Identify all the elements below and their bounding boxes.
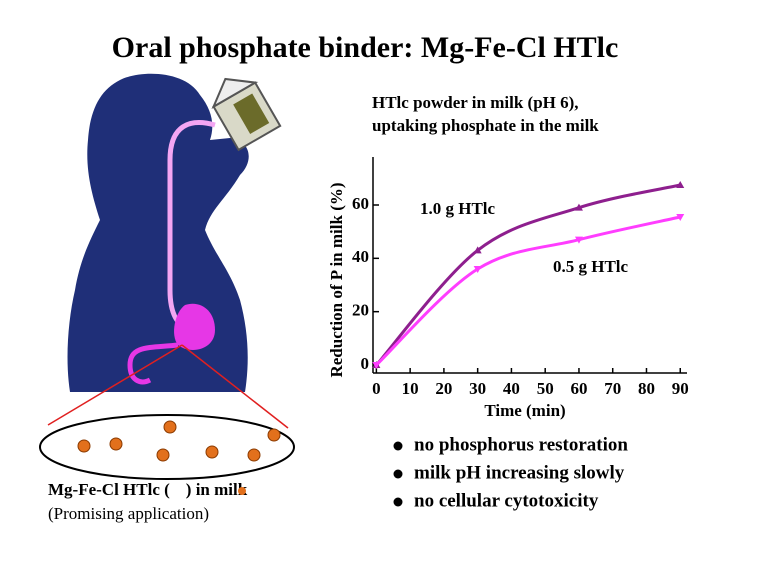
bullet-text: no cellular cytotoxicity	[414, 490, 599, 511]
caption-note: (Promising application)	[48, 504, 209, 523]
data-point	[676, 214, 685, 221]
data-point	[574, 203, 583, 211]
caption-icon	[238, 487, 246, 495]
x-tick-label: 50	[537, 379, 554, 398]
y-axis-label: Reduction of P in milk (%)	[327, 182, 346, 377]
illustration	[39, 73, 295, 480]
bullet-dot	[393, 497, 403, 507]
bullet-dot	[393, 469, 403, 479]
x-tick-label: 60	[570, 379, 587, 398]
caption-part: ) in milk	[186, 480, 248, 499]
bullet-text: no phosphorus restoration	[414, 434, 628, 455]
series-line	[375, 215, 681, 367]
x-tick-label: 0	[372, 379, 381, 398]
series-label: 0.5 g HTlc	[553, 257, 629, 276]
x-tick-label: 10	[402, 379, 419, 398]
milk-ellipse	[39, 414, 295, 480]
y-tick-label: 20	[352, 301, 369, 320]
x-tick-label: 20	[435, 379, 452, 398]
milk-carton	[211, 77, 282, 152]
stomach	[174, 303, 215, 350]
bullet-text: milk pH increasing slowly	[414, 462, 625, 483]
x-tick-label: 30	[469, 379, 486, 398]
y-tick-label: 0	[361, 354, 370, 373]
chart: HTlc powder in milk (pH 6), uptaking phos…	[327, 93, 689, 420]
data-point	[473, 266, 482, 273]
intestine	[127, 342, 179, 385]
data-point	[372, 362, 381, 369]
zoom-line	[181, 344, 289, 429]
chart-title: uptaking phosphate in the milk	[372, 116, 599, 135]
series-line	[375, 183, 681, 366]
zoom-line	[47, 344, 183, 426]
x-tick-label: 90	[672, 379, 689, 398]
x-tick-label: 80	[638, 379, 655, 398]
data-point	[676, 181, 685, 188]
series-label: 1.0 g HTlc	[420, 199, 496, 218]
data-point	[473, 246, 482, 254]
particles	[77, 420, 281, 462]
caption-part: Mg-Fe-Cl HTlc (	[48, 480, 170, 499]
data-point	[574, 236, 583, 244]
x-tick-label: 40	[503, 379, 520, 398]
caption: Mg-Fe-Cl HTlc ( ) in milk	[48, 480, 248, 499]
bullet-list: no phosphorus restoration milk pH increas…	[393, 434, 628, 511]
y-tick-label: 60	[352, 194, 369, 213]
y-tick-label: 40	[352, 247, 369, 266]
chart-title: HTlc powder in milk (pH 6),	[372, 93, 579, 112]
x-tick-label: 70	[604, 379, 621, 398]
slide-title: Oral phosphate binder: Mg-Fe-Cl HTlc	[112, 31, 619, 64]
x-axis-label: Time (min)	[484, 401, 565, 420]
bullet-dot	[393, 441, 403, 451]
